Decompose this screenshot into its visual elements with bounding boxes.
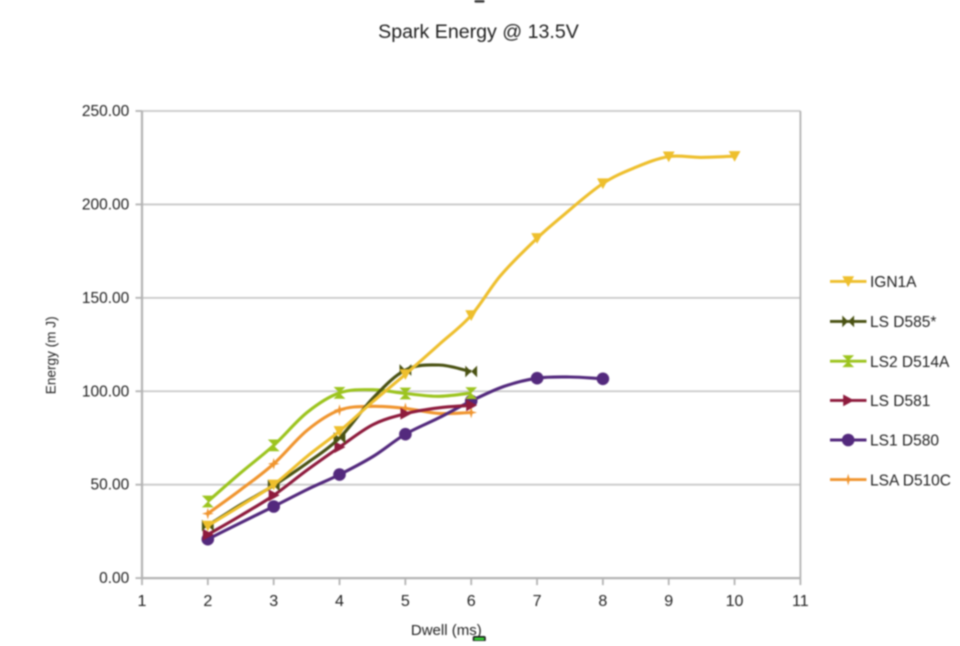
svg-text:5: 5	[401, 592, 410, 610]
svg-text:LS1 D580: LS1 D580	[870, 433, 939, 450]
svg-text:7: 7	[533, 592, 542, 610]
svg-text:4: 4	[335, 592, 344, 610]
svg-text:150.00: 150.00	[82, 290, 130, 307]
svg-text:100.00: 100.00	[82, 383, 130, 400]
svg-text:LSA D510C: LSA D510C	[870, 472, 951, 489]
svg-text:IGN1A: IGN1A	[870, 274, 917, 291]
svg-text:0.00: 0.00	[99, 570, 130, 587]
svg-text:3: 3	[269, 592, 278, 610]
svg-text:10: 10	[726, 592, 744, 610]
svg-text:9: 9	[664, 592, 673, 610]
svg-text:1: 1	[138, 592, 147, 610]
svg-text:50.00: 50.00	[91, 477, 130, 494]
svg-text:Spark Energy @ 13.5V: Spark Energy @ 13.5V	[378, 21, 579, 43]
svg-text:6: 6	[467, 592, 476, 610]
svg-text:LS D581: LS D581	[870, 393, 930, 410]
svg-text:LS D585*: LS D585*	[870, 314, 936, 331]
svg-text:Energy (m J): Energy (m J)	[43, 316, 58, 394]
svg-text:Dwell (ms): Dwell (ms)	[411, 622, 482, 639]
svg-text:LS2 D514A: LS2 D514A	[870, 354, 950, 371]
svg-text:11: 11	[792, 592, 809, 610]
svg-text:2: 2	[203, 592, 212, 610]
svg-text:200.00: 200.00	[82, 196, 130, 213]
svg-text:250.00: 250.00	[82, 103, 130, 120]
svg-text:8: 8	[598, 592, 607, 610]
